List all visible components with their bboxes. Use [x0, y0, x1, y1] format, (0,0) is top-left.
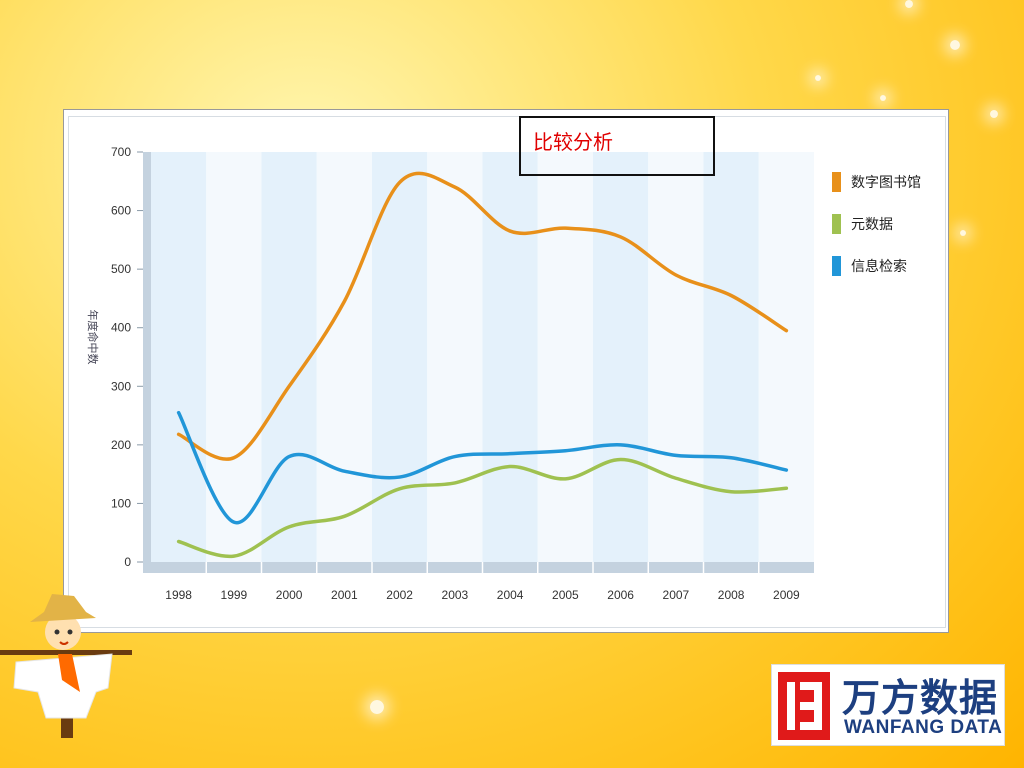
- legend-swatch: [832, 214, 841, 234]
- wanfang-logo: 万方数据 WANFANG DATA: [771, 664, 1005, 746]
- logo-mark-icon: [778, 672, 830, 740]
- legend-swatch: [832, 172, 841, 192]
- x-tick-label: 2004: [497, 588, 524, 602]
- plot-band: [593, 152, 649, 562]
- y-tick-label: 300: [111, 379, 131, 393]
- x-tick-label: 2001: [331, 588, 358, 602]
- series-line-1: [176, 171, 789, 461]
- chart-panel: 0 100 200 300 400 500 600 700 1998 1999 2000 2001 20…: [68, 116, 946, 628]
- slide-title: 比较分析: [533, 130, 613, 154]
- y-tick-label: 500: [111, 262, 131, 276]
- scarecrow-illustration: [0, 594, 132, 738]
- x-tick-label: 2007: [663, 588, 690, 602]
- x-tick-label: 2000: [276, 588, 303, 602]
- legend-label: 数字图书馆: [851, 175, 921, 191]
- sparkle: [370, 700, 384, 714]
- legend-label: 信息检索: [851, 258, 907, 275]
- x-tick-label: 2002: [386, 588, 413, 602]
- sparkle: [960, 230, 966, 236]
- plot-band: [206, 152, 262, 562]
- plot-band: [703, 152, 759, 562]
- y-tick-label: 700: [111, 145, 131, 159]
- sparkle: [950, 40, 960, 50]
- x-tick-label: 2008: [718, 588, 745, 602]
- plot-band: [316, 152, 372, 562]
- x-tick-label: 2006: [607, 588, 634, 602]
- sparkle: [880, 95, 886, 101]
- y-tick-label: 200: [111, 438, 131, 452]
- y-axis-label: 年度命中数: [86, 310, 100, 365]
- logo-english-text: WANFANG DATA: [844, 717, 1003, 738]
- x-axis-bar: [143, 562, 814, 573]
- plot-band: [758, 152, 814, 562]
- legend-swatch: [832, 256, 841, 276]
- logo-chinese-text: 万方数据: [842, 676, 999, 720]
- x-tick-label: 2009: [773, 588, 800, 602]
- plot-band: [482, 152, 538, 562]
- y-tick-label: 0: [124, 555, 131, 569]
- slide-title-box: 比较分析: [519, 116, 715, 176]
- plot-band: [372, 152, 428, 562]
- series-line-2: [176, 457, 789, 559]
- x-tick-label: 1999: [221, 588, 248, 602]
- sparkle: [815, 75, 821, 81]
- plot-band: [537, 152, 593, 562]
- x-tick-label: 2005: [552, 588, 579, 602]
- chart-frame: 0 100 200 300 400 500 600 700 1998 1999 2000 2001 20…: [63, 109, 949, 633]
- sparkle: [905, 0, 913, 8]
- plot-band: [151, 152, 207, 562]
- y-tick-label: 100: [111, 496, 131, 510]
- line-chart: 0 100 200 300 400 500 600 700 1998 1999 2000 2001 20…: [86, 145, 921, 602]
- series-line-3: [176, 410, 789, 525]
- y-tick-label: 400: [111, 321, 131, 335]
- legend-label: 元数据: [851, 217, 893, 233]
- y-tick-label: 600: [111, 204, 131, 218]
- plot-band: [648, 152, 704, 562]
- plot-band: [427, 152, 483, 562]
- sparkle: [990, 110, 998, 118]
- y-axis-bar: [143, 152, 151, 570]
- x-tick-label: 1998: [165, 588, 192, 602]
- x-tick-label: 2003: [442, 588, 469, 602]
